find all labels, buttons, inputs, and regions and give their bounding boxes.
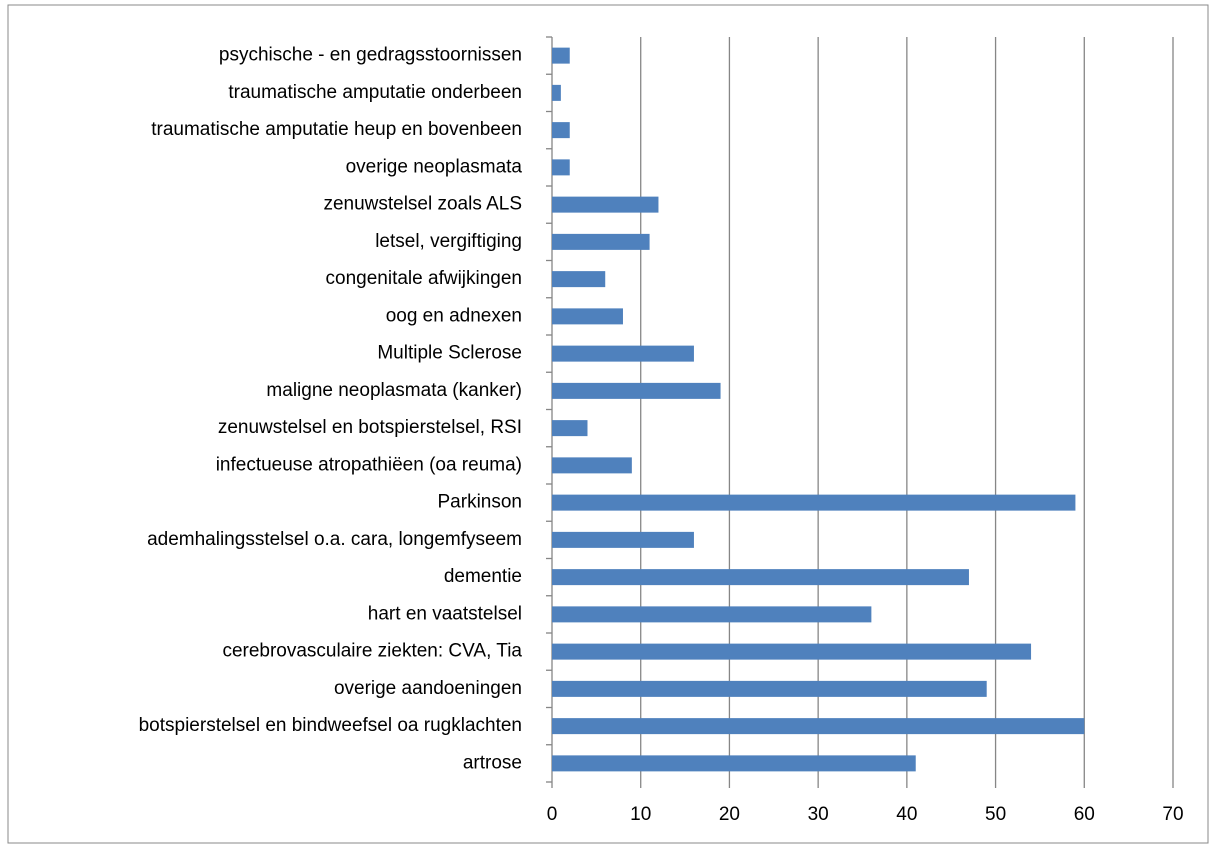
x-tick-label: 20 [719, 804, 740, 825]
bar [552, 345, 694, 362]
y-tick-label: botspierstelsel en bindweefsel oa rugkla… [139, 715, 522, 736]
y-tick-label: Parkinson [438, 492, 523, 513]
y-tick-label: traumatische amputatie heup en bovenbeen [151, 119, 522, 140]
y-tick-label: cerebrovasculaire ziekten: CVA, Tia [222, 641, 522, 662]
bar [552, 755, 916, 772]
bar [552, 271, 606, 288]
x-tick-label: 40 [896, 804, 917, 825]
y-tick-label: hart en vaatstelsel [368, 603, 522, 624]
x-tick-label: 30 [808, 804, 829, 825]
bar [552, 159, 570, 176]
y-tick-label: ademhalingsstelsel o.a. cara, longemfyse… [147, 529, 522, 550]
bar [552, 718, 1085, 735]
bar [552, 233, 650, 250]
y-tick-label: letsel, vergiftiging [375, 231, 522, 252]
y-tick-label: oog en adnexen [386, 305, 522, 326]
bar [552, 84, 561, 101]
bar [552, 457, 632, 474]
bar [552, 308, 623, 325]
chart-frame [7, 4, 1209, 844]
y-tick-label: congenitale afwijkingen [326, 268, 522, 289]
bar [552, 606, 872, 623]
y-tick-label: zenuwstelsel en botspierstelsel, RSI [218, 417, 522, 438]
x-tick-label: 60 [1074, 804, 1095, 825]
y-tick-label: infectueuse atropathiëen (oa reuma) [216, 454, 522, 475]
y-tick-label: psychische - en gedragsstoornissen [219, 45, 522, 66]
y-tick-label: overige aandoeningen [334, 678, 522, 699]
y-tick-label: artrose [463, 752, 522, 773]
y-tick-label: dementie [444, 566, 522, 587]
x-tick-label: 50 [985, 804, 1006, 825]
bar [552, 382, 721, 399]
x-tick-label: 0 [547, 804, 558, 825]
y-tick-label: Multiple Sclerose [377, 343, 522, 364]
bar [552, 420, 588, 437]
bar [552, 531, 694, 548]
y-tick-label: zenuwstelsel zoals ALS [323, 194, 522, 215]
bar [552, 122, 570, 139]
x-tick-label: 70 [1162, 804, 1183, 825]
x-tick-label: 10 [630, 804, 651, 825]
y-tick-label: traumatische amputatie onderbeen [228, 82, 522, 103]
bar [552, 680, 987, 697]
y-tick-label: overige neoplasmata [346, 156, 523, 177]
bar [552, 643, 1032, 660]
bar [552, 494, 1076, 511]
y-tick-label: maligne neoplasmata (kanker) [266, 380, 522, 401]
bar [552, 196, 659, 213]
bar [552, 569, 969, 586]
bar [552, 47, 570, 64]
